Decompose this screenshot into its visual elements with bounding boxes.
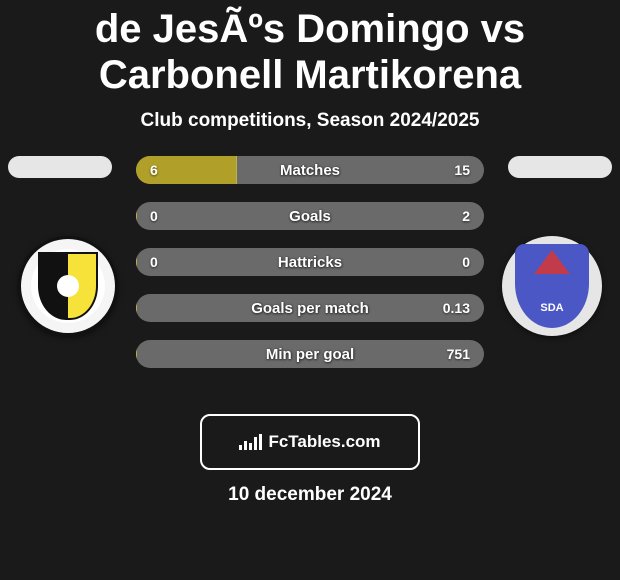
stat-row: Goals per match0.13 bbox=[136, 294, 484, 322]
player-left-name-pill bbox=[8, 156, 112, 178]
page-subtitle: Club competitions, Season 2024/2025 bbox=[0, 110, 620, 132]
stat-label: Matches bbox=[136, 156, 484, 184]
stat-right-value: 751 bbox=[433, 340, 484, 368]
page-title: de JesÃºs Domingo vs Carbonell Martikore… bbox=[0, 0, 620, 98]
stat-right-value: 2 bbox=[448, 202, 484, 230]
stat-bars: 6Matches150Goals20Hattricks0Goals per ma… bbox=[136, 156, 484, 386]
brand-label: FcTables.com bbox=[268, 432, 380, 452]
brand-badge: FcTables.com bbox=[200, 414, 420, 470]
player-right-name-pill bbox=[508, 156, 612, 178]
stat-row: 6Matches15 bbox=[136, 156, 484, 184]
stat-label: Hattricks bbox=[136, 248, 484, 276]
stat-row: Min per goal751 bbox=[136, 340, 484, 368]
club-crest-right bbox=[502, 236, 602, 336]
stat-right-value: 0.13 bbox=[429, 294, 484, 322]
comparison-panel: 6Matches150Goals20Hattricks0Goals per ma… bbox=[0, 156, 620, 406]
footer-date: 10 december 2024 bbox=[0, 484, 620, 506]
stat-right-value: 0 bbox=[448, 248, 484, 276]
chart-icon bbox=[239, 434, 262, 450]
stat-label: Goals bbox=[136, 202, 484, 230]
stat-right-value: 15 bbox=[440, 156, 484, 184]
stat-row: 0Hattricks0 bbox=[136, 248, 484, 276]
stat-row: 0Goals2 bbox=[136, 202, 484, 230]
club-crest-left bbox=[18, 236, 118, 336]
